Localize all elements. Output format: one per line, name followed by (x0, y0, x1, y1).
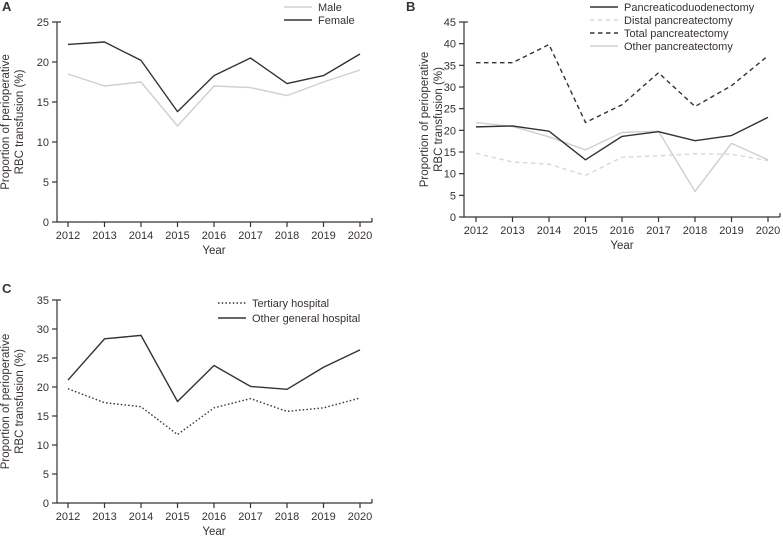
y-axis-title-line: RBC transfusion (%) (14, 349, 26, 454)
y-tick-label: 15 (37, 411, 49, 423)
panel-b-chart: 0 5 10 15 20 25 30 35 40 45 2012 2013 2014 2015 2016 20… (419, 2, 781, 252)
x-tick-label: 2012 (56, 230, 80, 242)
y-tick-label: 40 (444, 39, 456, 51)
x-tick-label: 2020 (756, 225, 780, 237)
y-tick-label: 5 (450, 190, 456, 202)
panel-a-chart: 0 5 10 15 20 25 2012 2013 2014 2015 2016 2017 2018 20… (0, 2, 373, 257)
x-tick-label: 2016 (610, 225, 634, 237)
series-line-pancreaticoduodenectomy (475, 116, 769, 161)
x-tick-label: 2020 (348, 511, 372, 523)
panel-a: A 0 5 10 15 20 25 2012 2013 2014 2015 2016 2017 2018… (0, 0, 390, 268)
x-tick-label: 2014 (537, 225, 561, 237)
x-tick-label: 2018 (275, 511, 299, 523)
legend-label-other-pancreatectomy: Other pancreatectomy (624, 41, 733, 53)
y-tick-label: 10 (444, 169, 456, 181)
series-line-distal-pancreatectomy (475, 152, 769, 177)
x-tick-label: 2014 (129, 230, 153, 242)
legend-label-total-pancreatectomy: Total pancreatectomy (624, 28, 729, 40)
x-axis-title: Year (610, 240, 633, 252)
x-tick-label: 2019 (311, 511, 335, 523)
y-axis-title-line: Proportion of perioperative (419, 52, 431, 188)
y-axis-title-line: RBC transfusion (%) (14, 69, 26, 174)
panel-a-label: A (2, 0, 12, 14)
x-tick-label: 2015 (165, 511, 189, 523)
x-tick-label: 2017 (238, 511, 262, 523)
y-tick-label: 35 (37, 295, 49, 307)
panel-c-label: C (2, 281, 12, 296)
y-tick-label: 15 (444, 147, 456, 159)
y-axis-title-line: Proportion of perioperative (0, 334, 12, 470)
y-tick-label: 10 (37, 137, 49, 149)
y-tick-label: 0 (43, 217, 49, 229)
x-tick-label: 2018 (275, 230, 299, 242)
legend-label-pancreaticoduodenectomy: Pancreaticoduodenectomy (624, 2, 755, 14)
y-tick-label: 35 (444, 60, 456, 72)
x-tick-label: 2020 (348, 230, 372, 242)
y-tick-label: 5 (43, 177, 49, 189)
legend-total-pancreatectomy: Total pancreatectomy (590, 28, 729, 40)
legend-pancreaticoduodenectomy: Pancreaticoduodenectomy (590, 2, 755, 14)
x-tick-label: 2014 (129, 511, 153, 523)
y-tick-label: 45 (444, 17, 456, 29)
y-tick-label: 0 (43, 498, 49, 510)
y-tick-label: 20 (444, 125, 456, 137)
y-tick-label: 30 (37, 324, 49, 336)
panel-b-label: B (406, 0, 416, 14)
x-tick-label: 2017 (238, 230, 262, 242)
series-line-tertiary-hospital (67, 388, 361, 436)
legend-tertiary-hospital: Tertiary hospital (218, 298, 329, 310)
legend-other-general-hospital: Other general hospital (218, 313, 360, 325)
y-tick-label: 20 (37, 382, 49, 394)
legend-label-distal-pancreatectomy: Distal pancreatectomy (624, 15, 733, 27)
legend-label-other-general-hospital: Other general hospital (252, 313, 360, 325)
axes (56, 300, 372, 504)
x-tick-label: 2012 (464, 225, 488, 237)
y-tick-label: 0 (450, 212, 456, 224)
x-tick-label: 2017 (646, 225, 670, 237)
y-axis-title-line: Proportion of perioperative (0, 54, 12, 190)
x-tick-label: 2012 (56, 511, 80, 523)
y-tick-label: 30 (444, 82, 456, 94)
y-tick-label: 25 (37, 353, 49, 365)
x-axis-title: Year (202, 245, 225, 257)
panel-b: B 0 5 10 15 20 25 30 35 40 45 2012 2013 2014 2015 2016… (390, 0, 783, 268)
legend-label-tertiary-hospital: Tertiary hospital (252, 298, 329, 310)
panel-c-chart: 0 5 10 15 20 25 30 35 2012 2013 2014 2015 2016 2017 20… (0, 295, 373, 538)
x-tick-label: 2013 (92, 511, 116, 523)
series-line-other-general-hospital (67, 334, 361, 403)
legend-distal-pancreatectomy: Distal pancreatectomy (590, 15, 733, 27)
y-tick-label: 15 (37, 97, 49, 109)
y-tick-label: 25 (37, 17, 49, 29)
y-tick-label: 10 (37, 440, 49, 452)
legend-male: Male (284, 2, 342, 14)
legend-label-female: Female (318, 15, 355, 27)
x-axis-title: Year (202, 526, 225, 538)
x-tick-label: 2015 (573, 225, 597, 237)
legend-female: Female (284, 15, 355, 27)
y-tick-label: 25 (444, 104, 456, 116)
series-line-female (67, 41, 361, 113)
series-line-male (67, 69, 361, 127)
x-tick-label: 2013 (92, 230, 116, 242)
legend-other-pancreatectomy: Other pancreatectomy (590, 41, 733, 53)
x-tick-label: 2019 (719, 225, 743, 237)
x-tick-label: 2018 (683, 225, 707, 237)
legend-label-male: Male (318, 2, 342, 14)
y-tick-label: 20 (37, 57, 49, 69)
x-tick-label: 2016 (202, 511, 226, 523)
x-tick-label: 2013 (500, 225, 524, 237)
y-axis-title-line: RBC transfusion (%) (433, 67, 445, 172)
axes (56, 22, 372, 223)
y-tick-label: 5 (43, 469, 49, 481)
series-line-total-pancreatectomy (476, 43, 769, 124)
panel-c: C 0 5 10 15 20 25 30 35 2012 2013 2014 2015 2016 2017… (0, 270, 390, 541)
x-tick-label: 2016 (202, 230, 226, 242)
x-tick-label: 2019 (311, 230, 335, 242)
x-tick-label: 2015 (165, 230, 189, 242)
series-line-other-pancreatectomy (475, 121, 769, 193)
